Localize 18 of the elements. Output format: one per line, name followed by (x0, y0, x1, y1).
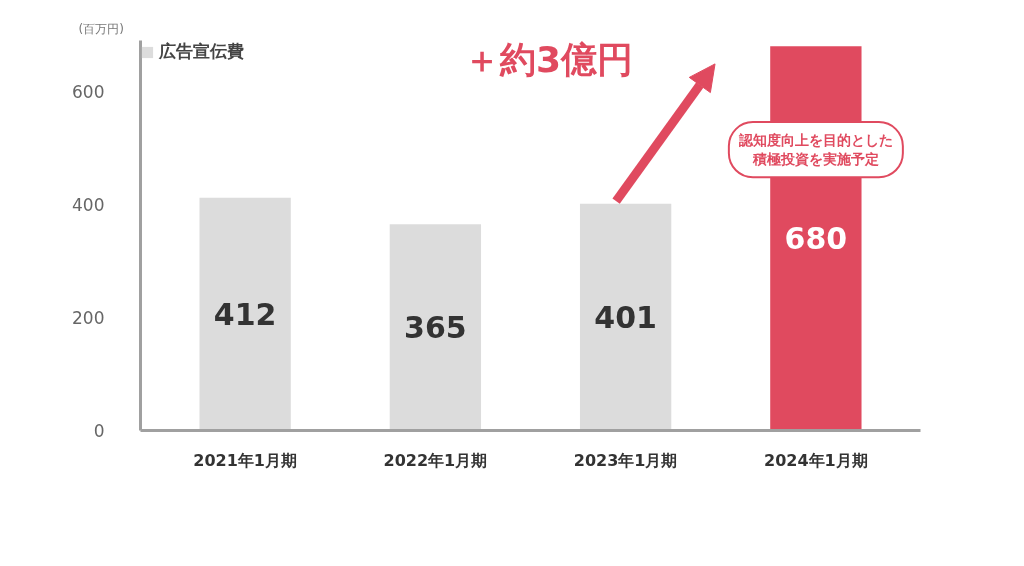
data-label: 365 (404, 310, 467, 346)
y-axis-title: (百万円) (78, 21, 124, 36)
y-tick-label: 200 (72, 307, 105, 328)
legend-label: 広告宣伝費 (159, 40, 244, 63)
annotation: 認知度向上を目的とした積極投資を実施予定 (737, 132, 893, 168)
bar (389, 224, 482, 431)
data-label: 412 (213, 297, 277, 333)
annotation: ＋約3億円 (463, 38, 633, 80)
x-tick-label: 2024年1月期 (764, 450, 868, 470)
bar (199, 197, 291, 431)
y-tick-label: 600 (72, 81, 105, 102)
y-tick-label: 400 (72, 194, 105, 215)
x-tick-label: 2021年1月期 (193, 450, 297, 470)
x-tick-label: 2022年1月期 (383, 450, 488, 470)
data-label: 680 (784, 221, 848, 257)
x-tick-label: 2023年1月期 (573, 450, 678, 470)
data-label: 401 (594, 300, 657, 336)
y-tick-label: 0 (93, 421, 105, 441)
